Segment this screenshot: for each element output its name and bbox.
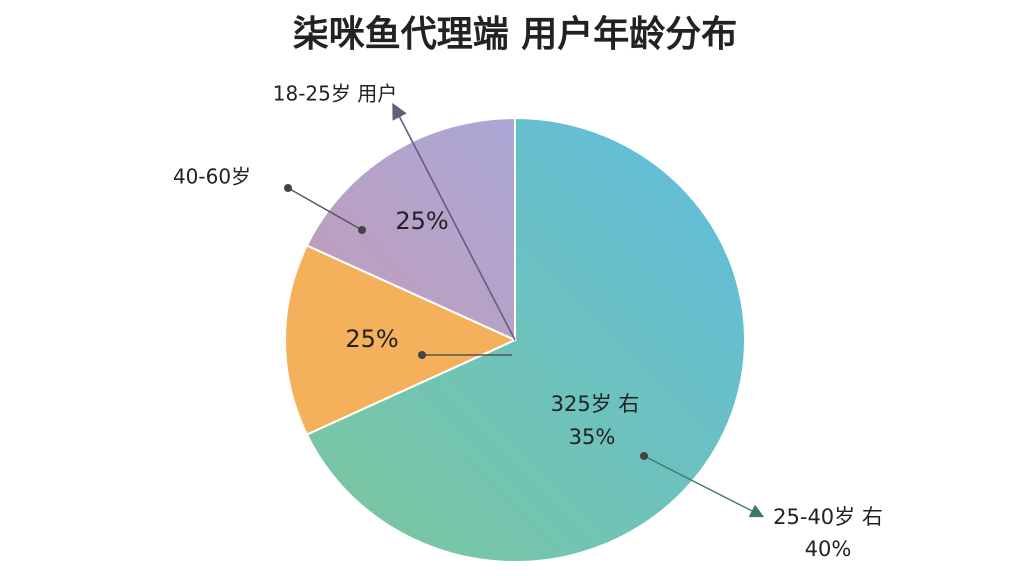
leader-dot [358,226,366,234]
leader-dot [640,452,648,460]
pie-slice [305,116,516,342]
annotation: 325岁 右 [551,392,640,416]
annotation: 25% [345,325,398,353]
leader-dot [284,184,292,192]
leader-line [392,102,516,341]
annotation: 40% [805,537,852,561]
pie-slice [284,244,518,436]
annotation: 35% [569,425,616,449]
annotation: 25% [395,207,448,235]
annotations: 18-25岁 用户 40-60岁 25% 25% 325岁 右 35% 25-40岁 右 40… [173,82,883,562]
annotation: 25-40岁 右 [773,505,883,529]
leader-line [643,455,765,518]
pie-slice [305,116,746,563]
chart-title: 柒咪鱼代理端 用户年龄分布 [293,14,738,55]
annotation: 40-60岁 [173,165,251,189]
annotation: 18-25岁 用户 [273,82,397,106]
pie [284,116,746,563]
leader-dot [418,351,426,359]
leader-line [287,187,363,231]
